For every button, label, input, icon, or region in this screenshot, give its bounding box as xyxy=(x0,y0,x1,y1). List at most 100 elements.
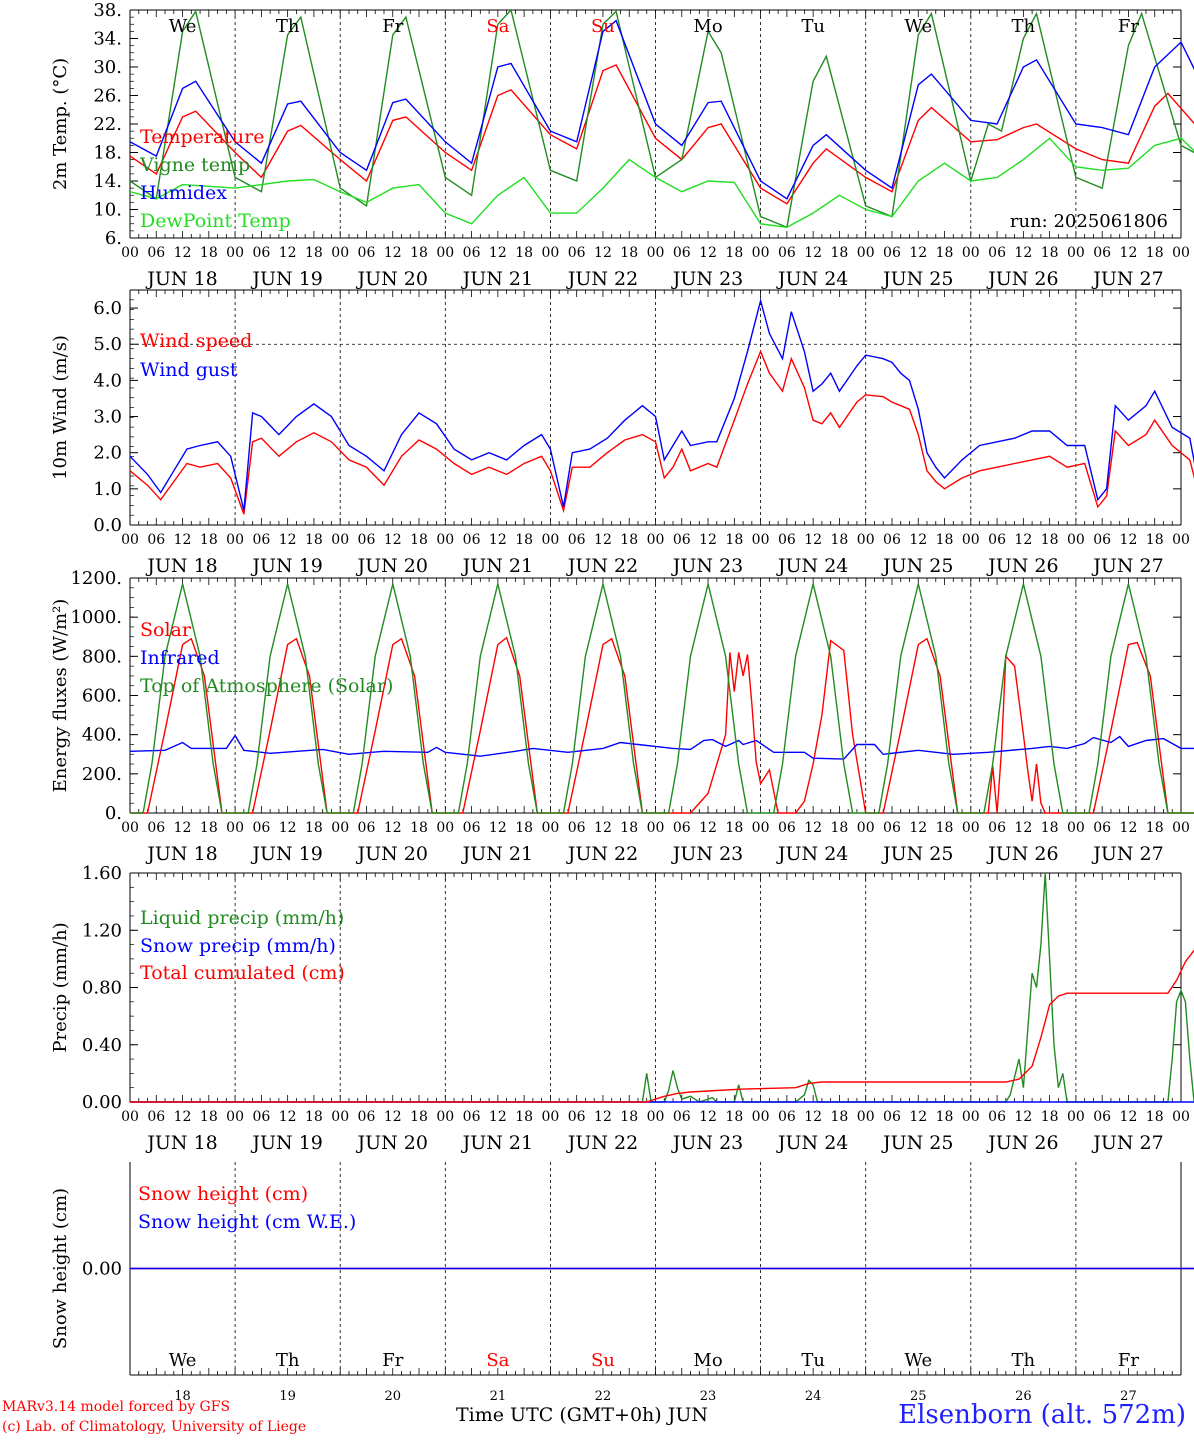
hour-label: 18 xyxy=(1041,1109,1059,1125)
day-name-top: Th xyxy=(276,16,300,37)
hour-label: 12 xyxy=(1014,245,1032,261)
date-label: JUN 24 xyxy=(776,268,848,290)
date-label: JUN 22 xyxy=(566,268,638,290)
y-tick-label: 1.0 xyxy=(93,479,122,500)
hour-label: 06 xyxy=(463,820,481,836)
y-tick-label: 30. xyxy=(93,57,122,78)
day-name-bottom: Su xyxy=(591,1350,615,1371)
date-label: JUN 26 xyxy=(986,555,1058,577)
date-label: JUN 19 xyxy=(250,1132,322,1154)
hour-label: 00 xyxy=(857,820,875,836)
hour-label: 12 xyxy=(804,1109,822,1125)
hour-label: 18 xyxy=(725,532,743,548)
date-label: JUN 27 xyxy=(1091,843,1163,865)
hour-label: 00 xyxy=(121,245,139,261)
day-name-bottom: Tu xyxy=(801,1350,825,1371)
hour-label: 18 xyxy=(200,532,218,548)
hour-label: 06 xyxy=(252,1109,270,1125)
date-label: JUN 24 xyxy=(776,1132,848,1154)
day-number: 27 xyxy=(1120,1389,1137,1404)
series-line xyxy=(129,8,1194,229)
y-tick-label: 0.80 xyxy=(82,978,122,999)
hour-label: 06 xyxy=(988,820,1006,836)
hour-label: 06 xyxy=(778,245,796,261)
hour-label: 12 xyxy=(1014,532,1032,548)
date-label: JUN 26 xyxy=(986,843,1058,865)
day-name-top: Su xyxy=(591,16,615,37)
hour-label: 18 xyxy=(305,820,323,836)
hour-label: 12 xyxy=(804,245,822,261)
hour-label: 06 xyxy=(252,532,270,548)
hour-label: 00 xyxy=(647,820,665,836)
hour-label: 00 xyxy=(121,532,139,548)
hour-label: 12 xyxy=(594,532,612,548)
hour-label: 18 xyxy=(1146,532,1164,548)
hour-label: 12 xyxy=(489,1109,507,1125)
day-number: 20 xyxy=(384,1389,401,1404)
date-label: JUN 18 xyxy=(145,1132,217,1154)
hour-label: 00 xyxy=(541,820,559,836)
hour-label: 00 xyxy=(647,532,665,548)
date-label: JUN 24 xyxy=(776,555,848,577)
run-annotation: run: 2025061806 xyxy=(1010,211,1168,232)
y-tick-label: 26. xyxy=(93,86,122,107)
y-tick-label: 0.00 xyxy=(82,1092,122,1113)
hour-label: 00 xyxy=(121,820,139,836)
date-label: JUN 21 xyxy=(461,268,533,290)
legend-entry: Infrared xyxy=(140,647,220,669)
series-line xyxy=(129,19,1194,200)
series-line xyxy=(129,349,1194,515)
hour-label: 00 xyxy=(962,532,980,548)
hour-label: 06 xyxy=(463,532,481,548)
hour-label: 12 xyxy=(1014,1109,1032,1125)
y-tick-label: 1200. xyxy=(70,568,122,589)
hour-label: 18 xyxy=(515,1109,533,1125)
hour-label: 12 xyxy=(384,820,402,836)
day-name-top: Mo xyxy=(693,16,722,37)
hour-label: 12 xyxy=(699,1109,717,1125)
day-name-bottom: Fr xyxy=(1118,1350,1139,1371)
y-tick-label: 0.00 xyxy=(82,1259,122,1280)
legend-entry: Wind speed xyxy=(140,330,252,352)
hour-label: 12 xyxy=(174,820,192,836)
hour-label: 12 xyxy=(909,1109,927,1125)
date-label: JUN 27 xyxy=(1091,268,1163,290)
date-label: JUN 18 xyxy=(145,843,217,865)
hour-label: 06 xyxy=(358,532,376,548)
legend-entry: Liquid precip (mm/h) xyxy=(140,907,344,929)
day-name-bottom: We xyxy=(904,1350,932,1371)
station-name: Elsenborn (alt. 572m) xyxy=(898,1400,1186,1430)
day-name-bottom: Th xyxy=(276,1350,300,1371)
y-tick-label: 6. xyxy=(105,228,122,249)
hour-label: 12 xyxy=(174,1109,192,1125)
hour-label: 18 xyxy=(831,1109,849,1125)
hour-label: 00 xyxy=(1172,820,1190,836)
hour-label: 18 xyxy=(1146,820,1164,836)
y-axis-label: 2m Temp. (°C) xyxy=(50,58,71,190)
hour-label: 06 xyxy=(778,820,796,836)
date-label: JUN 18 xyxy=(145,555,217,577)
hour-label: 06 xyxy=(252,820,270,836)
legend-entry: Snow height (cm W.E.) xyxy=(138,1211,356,1233)
hour-label: 18 xyxy=(1146,245,1164,261)
day-name-top: Tu xyxy=(801,16,825,37)
hour-label: 06 xyxy=(1093,532,1111,548)
hour-label: 00 xyxy=(1172,1109,1190,1125)
hour-label: 18 xyxy=(305,1109,323,1125)
y-axis-label: Snow height (cm) xyxy=(50,1188,71,1349)
hour-label: 00 xyxy=(752,820,770,836)
hour-label: 18 xyxy=(410,245,428,261)
hour-label: 18 xyxy=(410,820,428,836)
date-label: JUN 25 xyxy=(881,268,953,290)
hour-label: 12 xyxy=(594,820,612,836)
hour-label: 18 xyxy=(200,245,218,261)
date-label: JUN 24 xyxy=(776,843,848,865)
hour-label: 12 xyxy=(909,820,927,836)
date-label: JUN 26 xyxy=(986,268,1058,290)
series-line xyxy=(130,949,1194,1103)
hour-label: 18 xyxy=(936,1109,954,1125)
hour-label: 00 xyxy=(1067,1109,1085,1125)
y-tick-label: 22. xyxy=(93,114,122,135)
legend-entry: Snow precip (mm/h) xyxy=(140,935,336,957)
legend-entry: Wind gust xyxy=(140,359,238,381)
